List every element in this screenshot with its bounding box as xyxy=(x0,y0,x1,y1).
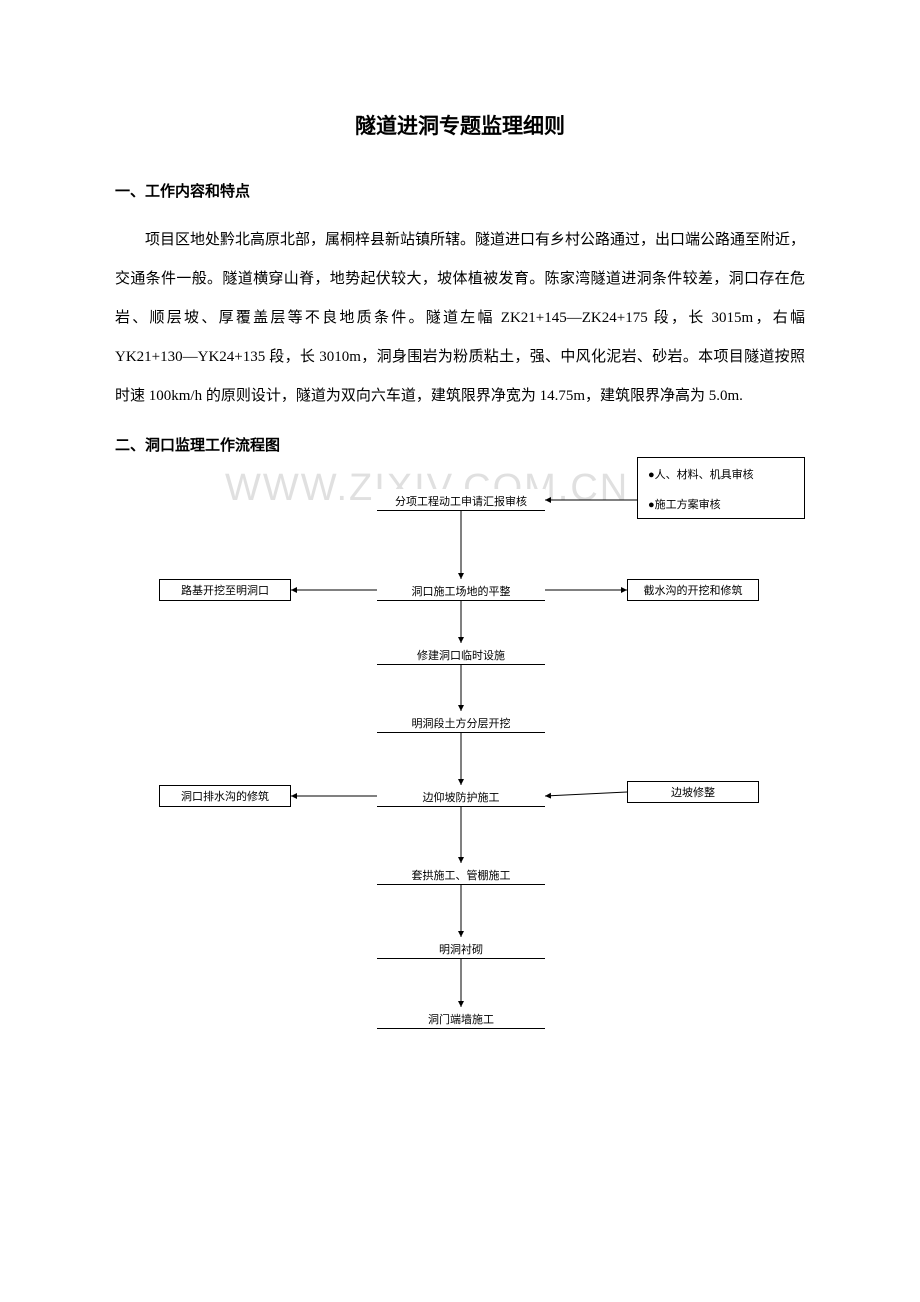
flow-node-n2: 洞口施工场地的平整 xyxy=(377,579,545,601)
section1-heading: 一、工作内容和特点 xyxy=(115,180,805,201)
flow-node-n1: 分项工程动工申请汇报审核 xyxy=(377,489,545,511)
flow-node-n8: 洞门端墙施工 xyxy=(377,1007,545,1029)
flow-node-n4: 明洞段土方分层开挖 xyxy=(377,711,545,733)
section2-heading: 二、洞口监理工作流程图 xyxy=(115,434,805,455)
flow-node-n3: 修建洞口临时设施 xyxy=(377,643,545,665)
flow-node-n2l: 路基开挖至明洞口 xyxy=(159,579,291,601)
flow-node-n6: 套拱施工、管棚施工 xyxy=(377,863,545,885)
flow-node-n2r: 截水沟的开挖和修筑 xyxy=(627,579,759,601)
flow-node-n5r: 边坡修整 xyxy=(627,781,759,803)
flow-node-n5l: 洞口排水沟的修筑 xyxy=(159,785,291,807)
page-title: 隧道进洞专题监理细则 xyxy=(115,110,805,140)
side-review-line1: ●人、材料、机具审核 xyxy=(648,466,794,482)
flowchart-container: WWW.ZIXIV.COM.CN ●人、材料、机具审核 ●施工方案审核 分项工程… xyxy=(115,463,805,1113)
section1-paragraph: 项目区地处黔北高原北部，属桐梓县新站镇所辖。隧道进口有乡村公路通过，出口端公路通… xyxy=(115,221,805,416)
flow-node-n7: 明洞衬砌 xyxy=(377,937,545,959)
flow-node-n5: 边仰坡防护施工 xyxy=(377,785,545,807)
side-review-line2: ●施工方案审核 xyxy=(648,496,794,512)
side-review-box: ●人、材料、机具审核 ●施工方案审核 xyxy=(637,457,805,519)
